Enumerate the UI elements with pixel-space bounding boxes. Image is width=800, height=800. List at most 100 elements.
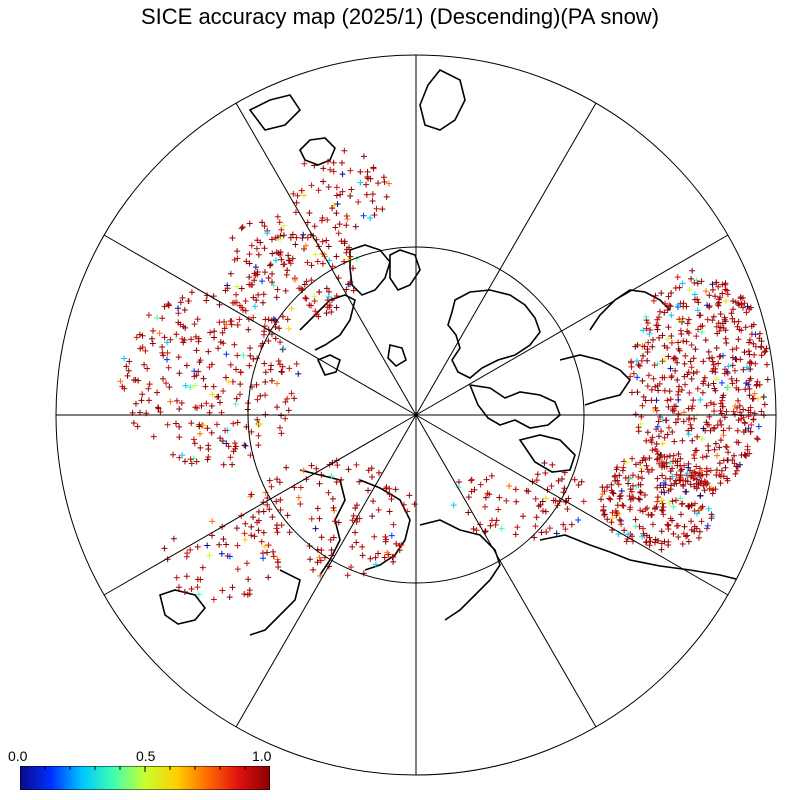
accuracy-marker <box>735 336 742 343</box>
accuracy-marker <box>154 404 161 411</box>
accuracy-marker <box>304 219 311 226</box>
accuracy-marker <box>672 497 679 504</box>
accuracy-marker <box>313 465 320 472</box>
accuracy-marker <box>343 212 350 219</box>
accuracy-marker <box>134 423 141 430</box>
accuracy-marker <box>667 396 674 403</box>
accuracy-marker <box>282 399 289 406</box>
accuracy-marker <box>687 358 694 365</box>
accuracy-marker <box>562 526 569 533</box>
accuracy-marker <box>635 495 642 502</box>
accuracy-marker <box>661 300 668 307</box>
accuracy-marker <box>691 500 698 507</box>
accuracy-marker <box>255 527 262 534</box>
accuracy-marker <box>684 478 691 485</box>
accuracy-marker <box>614 502 621 509</box>
accuracy-marker <box>648 397 655 404</box>
accuracy-marker <box>173 420 180 427</box>
meridian-120b <box>103 234 417 416</box>
accuracy-marker <box>730 408 737 415</box>
accuracy-marker <box>187 546 194 553</box>
accuracy-marker <box>688 275 695 282</box>
accuracy-marker <box>197 444 204 451</box>
accuracy-marker <box>666 302 673 309</box>
accuracy-marker <box>699 454 706 461</box>
accuracy-marker <box>254 269 261 276</box>
accuracy-marker <box>740 406 747 413</box>
accuracy-marker <box>167 398 174 405</box>
accuracy-marker <box>392 486 399 493</box>
accuracy-marker <box>242 536 249 543</box>
accuracy-marker <box>167 336 174 343</box>
accuracy-marker <box>628 389 635 396</box>
accuracy-marker <box>643 325 650 332</box>
accuracy-marker <box>241 442 248 449</box>
accuracy-marker <box>248 532 255 539</box>
accuracy-marker <box>193 458 200 465</box>
accuracy-marker <box>279 313 286 320</box>
accuracy-marker <box>652 383 659 390</box>
accuracy-marker <box>750 340 757 347</box>
accuracy-marker <box>359 543 366 550</box>
accuracy-marker <box>660 504 667 511</box>
accuracy-marker <box>325 288 332 295</box>
accuracy-marker <box>702 337 709 344</box>
accuracy-marker <box>661 489 668 496</box>
accuracy-marker <box>318 547 325 554</box>
accuracy-marker <box>654 450 661 457</box>
accuracy-marker <box>286 365 293 372</box>
accuracy-marker <box>648 439 655 446</box>
accuracy-marker <box>667 475 674 482</box>
accuracy-marker <box>638 357 645 364</box>
accuracy-marker <box>532 495 539 502</box>
accuracy-marker <box>640 352 647 359</box>
accuracy-marker <box>639 377 646 384</box>
accuracy-marker <box>694 433 701 440</box>
accuracy-marker <box>709 490 716 497</box>
accuracy-marker <box>190 455 197 462</box>
accuracy-marker <box>643 462 650 469</box>
accuracy-marker <box>645 511 652 518</box>
accuracy-marker <box>239 307 246 314</box>
accuracy-marker <box>210 383 217 390</box>
accuracy-marker <box>264 495 271 502</box>
accuracy-marker <box>664 431 671 438</box>
accuracy-marker <box>261 269 268 276</box>
accuracy-marker <box>632 483 639 490</box>
accuracy-marker <box>635 473 642 480</box>
accuracy-marker <box>242 297 249 304</box>
accuracy-marker <box>137 345 144 352</box>
accuracy-marker <box>713 376 720 383</box>
accuracy-marker <box>371 533 378 540</box>
accuracy-marker <box>268 362 275 369</box>
accuracy-marker <box>697 472 704 479</box>
accuracy-marker <box>555 477 562 484</box>
accuracy-marker <box>317 572 324 579</box>
accuracy-marker <box>691 296 698 303</box>
accuracy-marker <box>250 514 257 521</box>
accuracy-marker <box>665 424 672 431</box>
accuracy-marker <box>350 512 357 519</box>
accuracy-marker <box>733 356 740 363</box>
accuracy-marker <box>703 453 710 460</box>
accuracy-marker <box>400 501 407 508</box>
accuracy-marker <box>731 367 738 374</box>
accuracy-marker <box>681 523 688 530</box>
accuracy-marker <box>277 496 284 503</box>
accuracy-marker <box>269 514 276 521</box>
accuracy-marker <box>690 397 697 404</box>
accuracy-marker <box>728 310 735 317</box>
accuracy-marker <box>689 469 696 476</box>
accuracy-marker <box>735 397 742 404</box>
accuracy-marker <box>709 354 716 361</box>
accuracy-marker <box>192 333 199 340</box>
accuracy-marker <box>237 369 244 376</box>
accuracy-marker <box>729 354 736 361</box>
accuracy-marker <box>637 507 644 514</box>
accuracy-marker <box>654 498 661 505</box>
accuracy-marker <box>693 447 700 454</box>
accuracy-marker <box>277 236 284 243</box>
accuracy-marker <box>653 407 660 414</box>
accuracy-marker <box>623 459 630 466</box>
accuracy-marker <box>691 415 698 422</box>
